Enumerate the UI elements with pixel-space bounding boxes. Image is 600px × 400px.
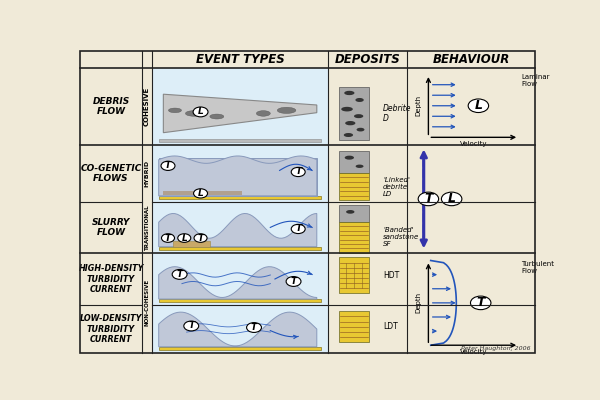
- Text: Velocity: Velocity: [460, 141, 487, 147]
- Ellipse shape: [356, 128, 364, 132]
- Circle shape: [194, 189, 208, 198]
- Bar: [152, 253, 328, 353]
- Bar: [339, 173, 369, 200]
- Bar: [339, 151, 369, 173]
- Bar: [163, 191, 242, 195]
- Text: T: T: [295, 224, 301, 234]
- Ellipse shape: [344, 133, 353, 137]
- Text: NON-COHESIVE: NON-COHESIVE: [145, 279, 149, 326]
- Text: TRANSITIONAL: TRANSITIONAL: [145, 204, 149, 250]
- Text: L: L: [448, 192, 455, 206]
- Text: T: T: [188, 322, 194, 330]
- Ellipse shape: [341, 107, 353, 112]
- Circle shape: [184, 321, 199, 331]
- Text: T: T: [290, 277, 296, 286]
- Polygon shape: [158, 214, 317, 247]
- Ellipse shape: [346, 210, 355, 214]
- Text: L: L: [475, 99, 482, 112]
- Bar: [152, 68, 328, 145]
- Text: L: L: [197, 189, 203, 198]
- Text: Turbulent
Flow: Turbulent Flow: [521, 260, 554, 274]
- Circle shape: [286, 276, 301, 286]
- Text: L: L: [181, 234, 187, 242]
- Text: T: T: [165, 161, 171, 170]
- Circle shape: [470, 296, 491, 310]
- Text: LDT: LDT: [383, 322, 398, 331]
- Text: T: T: [251, 323, 257, 332]
- Text: Peter Haughton, 2006: Peter Haughton, 2006: [461, 346, 531, 351]
- Circle shape: [161, 234, 175, 242]
- Text: CO-GENETIC
FLOWS: CO-GENETIC FLOWS: [80, 164, 142, 183]
- Bar: [158, 158, 317, 196]
- Circle shape: [247, 322, 262, 332]
- Text: Depth: Depth: [415, 292, 421, 314]
- Text: T: T: [476, 296, 485, 309]
- Circle shape: [291, 224, 305, 234]
- Bar: [339, 86, 369, 140]
- Text: Velocity: Velocity: [460, 349, 487, 355]
- Bar: [173, 241, 210, 247]
- Bar: [158, 247, 322, 250]
- Text: T: T: [197, 234, 203, 242]
- Bar: [339, 205, 369, 222]
- Text: DEPOSITS: DEPOSITS: [335, 53, 401, 66]
- Text: HDT: HDT: [383, 271, 400, 280]
- Circle shape: [194, 234, 207, 242]
- Text: T: T: [295, 168, 301, 176]
- Bar: [158, 196, 322, 199]
- Circle shape: [468, 99, 488, 112]
- Bar: [158, 299, 322, 302]
- Circle shape: [442, 192, 462, 206]
- Text: HIGH-DENSITY
TURBIDITY
CURRENT: HIGH-DENSITY TURBIDITY CURRENT: [79, 264, 144, 294]
- Text: COHESIVE: COHESIVE: [144, 87, 150, 126]
- Ellipse shape: [277, 107, 296, 114]
- Circle shape: [193, 107, 208, 117]
- Text: 'Banded'
sandstone
SF: 'Banded' sandstone SF: [383, 228, 419, 248]
- Text: BEHAVIOUR: BEHAVIOUR: [433, 53, 510, 66]
- Ellipse shape: [210, 114, 224, 119]
- Ellipse shape: [256, 111, 271, 116]
- Ellipse shape: [344, 91, 355, 95]
- Polygon shape: [158, 312, 317, 347]
- Text: T: T: [176, 270, 182, 279]
- Ellipse shape: [169, 108, 181, 113]
- Polygon shape: [163, 94, 317, 133]
- Text: T: T: [424, 192, 433, 206]
- Bar: [339, 311, 369, 342]
- Polygon shape: [158, 156, 317, 196]
- Bar: [339, 258, 369, 293]
- Text: Depth: Depth: [415, 95, 421, 116]
- Ellipse shape: [356, 164, 364, 168]
- Text: EVENT TYPES: EVENT TYPES: [196, 53, 284, 66]
- Ellipse shape: [345, 156, 354, 160]
- Text: SLURRY
FLOW: SLURRY FLOW: [92, 218, 130, 237]
- Circle shape: [291, 167, 305, 176]
- Circle shape: [161, 161, 175, 170]
- Circle shape: [172, 270, 187, 279]
- Circle shape: [418, 192, 439, 206]
- Text: Laminar
Flow: Laminar Flow: [521, 74, 550, 87]
- Ellipse shape: [355, 98, 364, 102]
- Bar: [158, 347, 322, 350]
- Text: Debrite
D: Debrite D: [383, 104, 412, 123]
- Text: DEBRIS
FLOW: DEBRIS FLOW: [92, 97, 130, 116]
- Text: LOW-DENSITY
TURBIDITY
CURRENT: LOW-DENSITY TURBIDITY CURRENT: [80, 314, 142, 344]
- Ellipse shape: [354, 114, 364, 118]
- Bar: [152, 145, 328, 253]
- Circle shape: [178, 234, 191, 242]
- Text: T: T: [165, 234, 171, 242]
- Bar: [339, 222, 369, 253]
- Text: L: L: [197, 108, 203, 116]
- Bar: [158, 140, 322, 142]
- Polygon shape: [158, 267, 317, 299]
- Text: HYBRID: HYBRID: [145, 160, 149, 187]
- Text: 'Linked'
debrite
LD: 'Linked' debrite LD: [383, 177, 410, 197]
- Ellipse shape: [185, 111, 202, 116]
- Ellipse shape: [345, 121, 355, 125]
